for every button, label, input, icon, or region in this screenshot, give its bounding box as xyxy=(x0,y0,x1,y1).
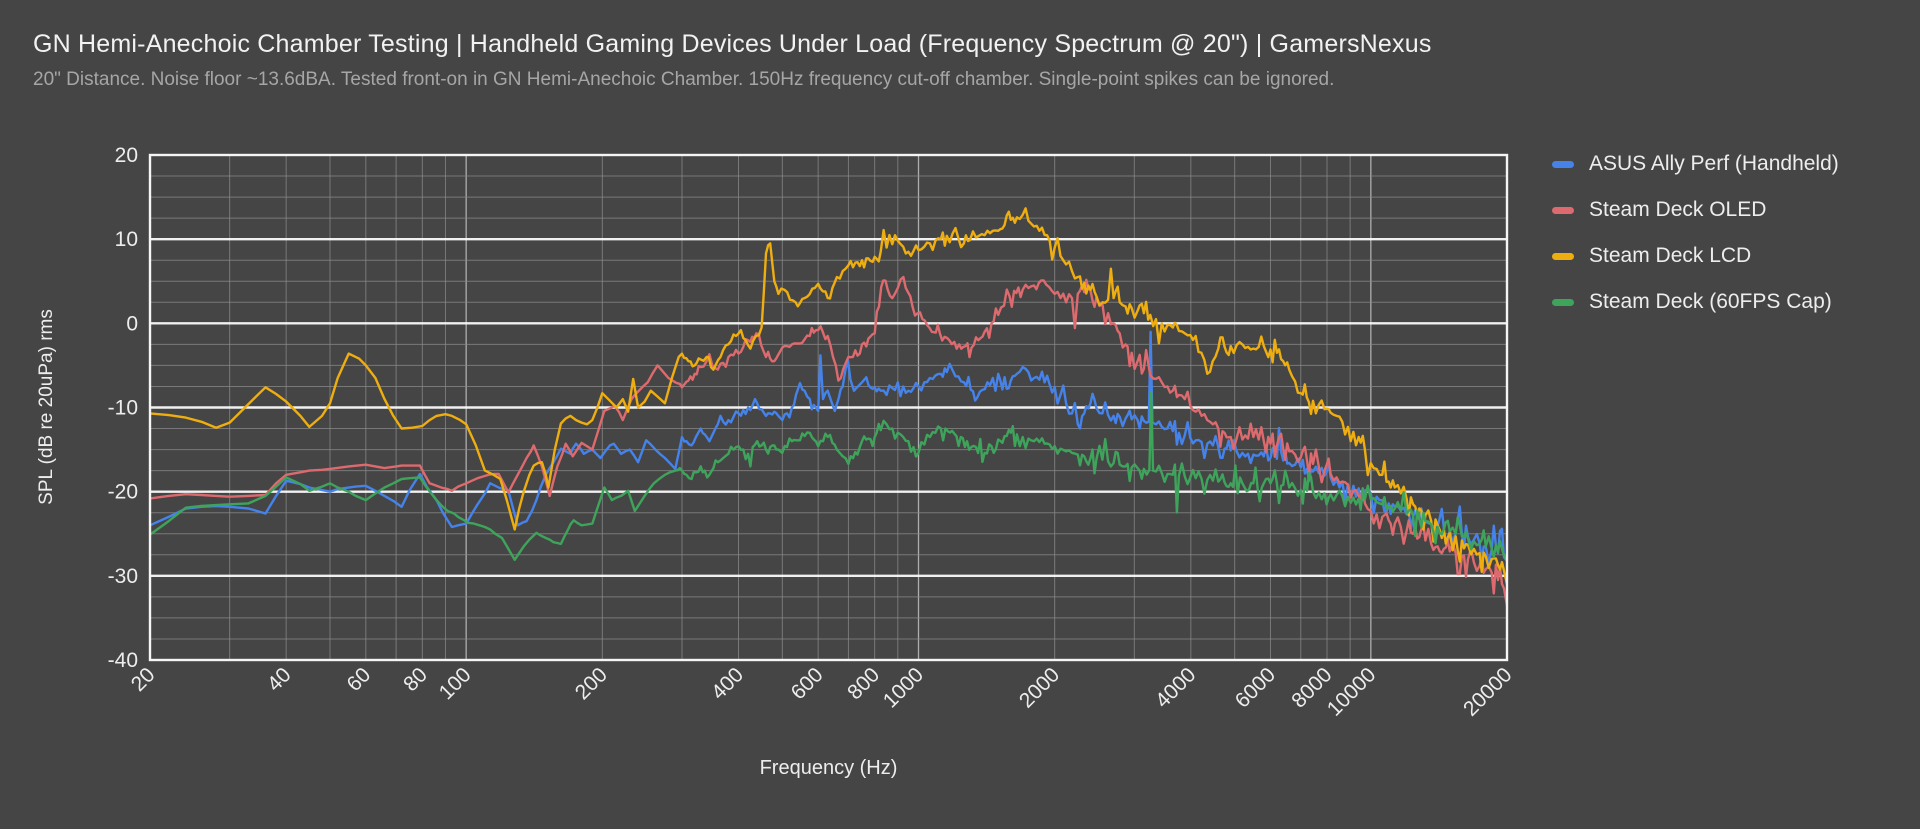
y-tick-label: -10 xyxy=(108,397,138,420)
y-tick-label: 20 xyxy=(115,144,138,167)
x-tick-label: 40 xyxy=(263,663,296,696)
legend-label: ASUS Ally Perf (Handheld) xyxy=(1589,152,1839,175)
x-tick-label: 100 xyxy=(435,663,476,704)
legend: ASUS Ally Perf (Handheld) Steam Deck OLED… xyxy=(1552,141,1839,325)
x-tick-label: 6000 xyxy=(1231,663,1280,712)
chart-title: GN Hemi-Anechoic Chamber Testing | Handh… xyxy=(33,30,1432,58)
x-tick-label: 80 xyxy=(399,663,432,696)
x-axis-title: Frequency (Hz) xyxy=(759,757,898,779)
y-tick-label: 10 xyxy=(115,228,138,251)
legend-item-1: ASUS Ally Perf (Handheld) xyxy=(1552,141,1839,187)
x-tick-label: 600 xyxy=(787,663,828,704)
x-tick-label: 20000 xyxy=(1459,663,1517,721)
legend-item-2: Steam Deck OLED xyxy=(1552,187,1839,233)
y-tick-label: 0 xyxy=(126,312,138,335)
x-tick-label: 200 xyxy=(571,663,612,704)
y-tick-label: -40 xyxy=(108,649,138,672)
series-line xyxy=(150,330,1507,566)
y-tick-label: -20 xyxy=(108,481,138,504)
legend-item-3: Steam Deck LCD xyxy=(1552,233,1839,279)
legend-label: Steam Deck LCD xyxy=(1589,244,1752,267)
legend-label: Steam Deck (60FPS Cap) xyxy=(1589,290,1832,313)
y-axis-title: SPL (dB re 20uPa) rms xyxy=(36,309,57,505)
legend-item-4: Steam Deck (60FPS Cap) xyxy=(1552,279,1839,325)
legend-label: Steam Deck OLED xyxy=(1589,198,1767,221)
series-line xyxy=(150,275,1507,607)
x-tick-label: 400 xyxy=(707,663,748,704)
legend-swatch xyxy=(1552,160,1574,168)
x-tick-label: 800 xyxy=(843,663,884,704)
series-line xyxy=(150,391,1507,562)
x-tick-label: 10000 xyxy=(1323,663,1381,721)
legend-swatch xyxy=(1552,252,1574,260)
y-tick-label: -30 xyxy=(108,565,138,588)
x-tick-label: 1000 xyxy=(879,663,928,712)
x-tick-label: 60 xyxy=(343,663,376,696)
x-tick-label: 2000 xyxy=(1015,663,1064,712)
legend-swatch xyxy=(1552,206,1574,214)
chart-subtitle: 20" Distance. Noise floor ~13.6dBA. Test… xyxy=(33,69,1335,90)
legend-swatch xyxy=(1552,298,1574,306)
series-line xyxy=(150,207,1507,586)
x-tick-label: 4000 xyxy=(1151,663,1200,712)
